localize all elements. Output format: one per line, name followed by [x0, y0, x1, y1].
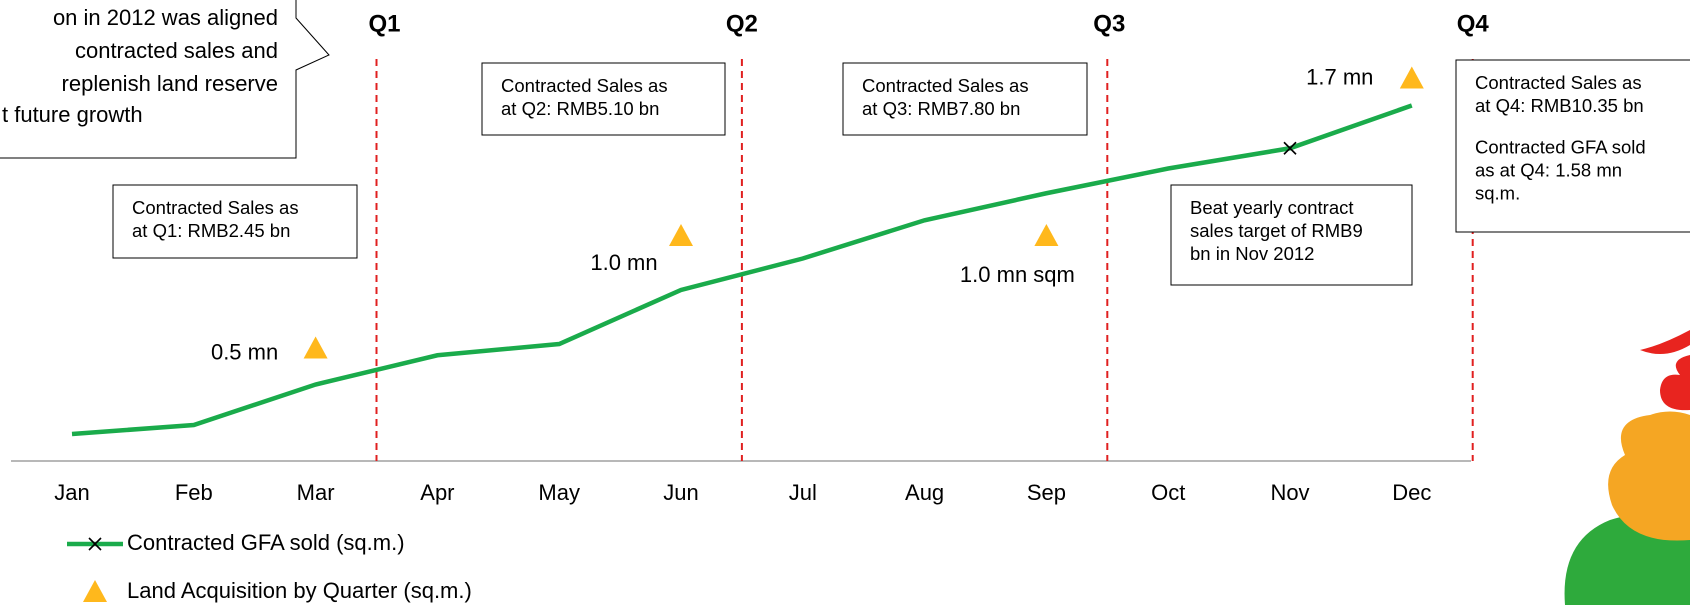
x-tick-label: Jan [54, 480, 89, 505]
annotation-box [1170, 184, 1413, 286]
legend-label: Land Acquisition by Quarter (sq.m.) [127, 578, 472, 603]
triangle-marker [1399, 66, 1424, 89]
annotation-text: Contracted Sales as [862, 75, 1029, 96]
x-tick-label: Apr [420, 480, 454, 505]
legend-marker [88, 537, 102, 551]
data-label: 1.0 mn [590, 250, 657, 275]
x-tick-label: Jul [789, 480, 817, 505]
data-label: 1.0 mn sqm [960, 262, 1075, 287]
x-tick-label: Jun [663, 480, 698, 505]
annotation-text: sales target of RMB9 [1190, 220, 1363, 241]
annotation-text: sq.m. [1475, 182, 1520, 203]
callout-box [0, 0, 330, 159]
data-label: 1.7 mn [1306, 64, 1373, 89]
x-tick-label: Aug [905, 480, 944, 505]
callout-text: t future growth [2, 102, 143, 127]
annotation-text: bn in Nov 2012 [1190, 243, 1314, 264]
annotation-box [1455, 59, 1690, 233]
annotation-text: Contracted GFA sold [1475, 136, 1646, 157]
x-tick-label: Nov [1270, 480, 1309, 505]
annotation-text: at Q3: RMB7.80 bn [862, 98, 1020, 119]
x-tick-label: Oct [1151, 480, 1185, 505]
quarter-label: Q4 [1457, 10, 1490, 37]
x-tick-label: Dec [1392, 480, 1431, 505]
x-tick-label: May [538, 480, 580, 505]
legend-label: Contracted GFA sold (sq.m.) [127, 530, 405, 555]
callout-text: replenish land reserve [62, 71, 278, 96]
legend-marker [83, 580, 107, 602]
annotation-text: as at Q4: 1.58 mn [1475, 159, 1622, 180]
line-marker [1283, 141, 1297, 155]
annotation-box [842, 62, 1088, 136]
triangle-marker [303, 336, 328, 359]
x-tick-label: Feb [175, 480, 213, 505]
mascot [1564, 330, 1690, 605]
annotation-text: Contracted Sales as [1475, 72, 1642, 93]
annotation-text: at Q4: RMB10.35 bn [1475, 95, 1644, 116]
triangle-marker [669, 224, 693, 246]
data-label: 0.5 mn [211, 339, 278, 364]
quarter-label: Q2 [726, 10, 758, 37]
annotation-box [112, 184, 358, 259]
quarter-label: Q3 [1093, 10, 1125, 37]
annotation-text: at Q2: RMB5.10 bn [501, 98, 659, 119]
x-tick-label: Sep [1027, 480, 1066, 505]
annotation-text: at Q1: RMB2.45 bn [132, 220, 290, 241]
annotation-text: Contracted Sales as [132, 197, 299, 218]
callout-text: contracted sales and [75, 38, 278, 63]
annotation-text: Contracted Sales as [501, 75, 668, 96]
annotation-box [481, 62, 726, 136]
annotation-text: Beat yearly contract [1190, 197, 1354, 218]
quarter-label: Q1 [368, 10, 400, 37]
triangle-marker [1034, 224, 1059, 246]
x-tick-label: Mar [297, 480, 335, 505]
line [71, 103, 1413, 437]
callout-text: on in 2012 was aligned [53, 5, 278, 30]
